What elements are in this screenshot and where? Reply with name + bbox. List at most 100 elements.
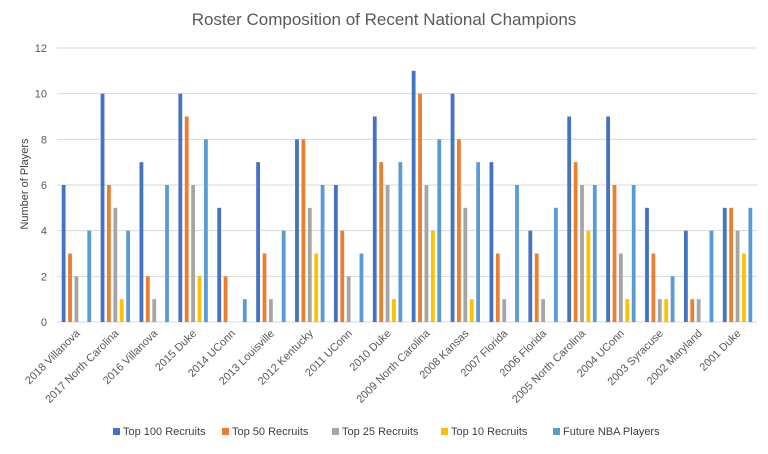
bar-top-100-recruits [139, 162, 144, 322]
bar-top-100-recruits [100, 93, 105, 322]
bar-top-100-recruits [645, 207, 649, 322]
gridlines [57, 47, 757, 323]
x-tick-label: 2005 North Carolina [510, 327, 589, 406]
bar-top-25-recruits [696, 299, 701, 322]
bar-future-nba-players [515, 185, 519, 322]
bar-top-50-recruits [379, 162, 384, 322]
bar-top-25-recruits [735, 230, 740, 322]
bar-top-50-recruits [184, 116, 189, 322]
bar-future-nba-players [476, 162, 481, 322]
bar-top-25-recruits [346, 276, 351, 322]
bar-top-50-recruits [107, 185, 111, 322]
bar-top-100-recruits [217, 207, 222, 322]
bar-top-25-recruits [152, 299, 157, 322]
legend-label: Top 100 Recruits [123, 426, 206, 438]
bar-top-10-recruits [664, 299, 669, 322]
bar-top-50-recruits [457, 139, 461, 322]
bar-top-100-recruits [333, 185, 338, 322]
bar-top-100-recruits [683, 230, 688, 322]
bar-top-25-recruits [191, 185, 196, 322]
bar-top-25-recruits [307, 207, 312, 322]
y-tick-label: 10 [35, 89, 47, 101]
x-tick-label: 2001 Duke [698, 328, 744, 374]
bar-top-10-recruits [314, 253, 319, 322]
bar-top-10-recruits [430, 230, 435, 322]
bar-top-100-recruits [411, 70, 416, 322]
bar-future-nba-players [204, 139, 208, 322]
bar-top-25-recruits [385, 185, 390, 322]
bar-top-25-recruits [502, 299, 507, 322]
y-tick-label: 0 [41, 317, 47, 329]
bar-top-25-recruits [424, 185, 429, 322]
y-tick-label: 4 [41, 226, 47, 238]
y-tick-label: 12 [35, 43, 47, 55]
bar-top-10-recruits [742, 253, 746, 322]
bar-future-nba-players [398, 162, 403, 322]
bar-top-25-recruits [268, 299, 273, 322]
bar-future-nba-players [242, 299, 247, 322]
bar-top-50-recruits [301, 139, 306, 322]
bar-top-25-recruits [463, 207, 468, 322]
bar-top-50-recruits [418, 93, 422, 322]
bar-top-50-recruits [340, 230, 345, 322]
bar-top-50-recruits [612, 185, 617, 322]
bar-future-nba-players [281, 230, 286, 322]
bar-top-50-recruits [68, 253, 72, 322]
legend: Top 100 Recruits Top 50 Recruits Top 25 Re… [113, 426, 660, 438]
bar-future-nba-players [670, 276, 675, 322]
bars [61, 70, 753, 322]
legend-swatch [553, 428, 560, 435]
bar-top-100-recruits [722, 207, 727, 322]
bar-top-100-recruits [295, 139, 299, 322]
chart-title: Roster Composition of Recent National Ch… [192, 10, 577, 29]
bar-future-nba-players [748, 207, 753, 322]
bar-top-100-recruits [61, 185, 66, 322]
legend-swatch [441, 428, 448, 435]
bar-top-50-recruits [573, 162, 578, 322]
bar-top-10-recruits [586, 230, 591, 322]
bar-top-10-recruits [625, 299, 630, 322]
bar-future-nba-players [165, 185, 169, 322]
bar-future-nba-players [709, 230, 714, 322]
bar-top-25-recruits [113, 207, 118, 322]
bar-top-50-recruits [262, 253, 267, 322]
bar-future-nba-players [554, 207, 558, 322]
bar-top-100-recruits [606, 116, 610, 322]
x-tick-label: 2017 North Carolina [43, 327, 122, 406]
bar-top-100-recruits [372, 116, 377, 322]
legend-swatch [332, 428, 339, 435]
bar-top-25-recruits [618, 253, 623, 322]
bar-future-nba-players [631, 185, 636, 322]
bar-top-50-recruits [729, 207, 734, 322]
bar-future-nba-players [592, 185, 597, 322]
bar-top-25-recruits [541, 299, 546, 322]
legend-label: Top 50 Recruits [232, 426, 309, 438]
bar-top-50-recruits [651, 253, 656, 322]
legend-label: Top 25 Recruits [342, 426, 419, 438]
bar-top-10-recruits [392, 299, 396, 322]
bar-top-25-recruits [657, 299, 662, 322]
bar-top-50-recruits [145, 276, 150, 322]
legend-label: Top 10 Recruits [451, 426, 528, 438]
bar-top-25-recruits [580, 185, 584, 322]
legend-label: Future NBA Players [563, 426, 660, 438]
bar-top-100-recruits [489, 162, 494, 322]
y-axis-title: Number of Players [19, 138, 31, 230]
bar-top-100-recruits [567, 116, 572, 322]
bar-top-10-recruits [197, 276, 202, 322]
bar-top-10-recruits [469, 299, 474, 322]
bar-top-100-recruits [528, 230, 533, 322]
bar-top-50-recruits [690, 299, 695, 322]
x-tick-label: 2009 North Carolina [354, 327, 433, 406]
legend-swatch [222, 428, 229, 435]
bar-top-100-recruits [256, 162, 260, 322]
bar-future-nba-players [437, 139, 442, 322]
y-tick-label: 6 [41, 180, 47, 192]
bar-future-nba-players [320, 185, 325, 322]
bar-top-25-recruits [74, 276, 79, 322]
y-axis-ticks: 0 2 4 6 8 10 12 [35, 43, 47, 329]
bar-top-100-recruits [178, 93, 183, 322]
